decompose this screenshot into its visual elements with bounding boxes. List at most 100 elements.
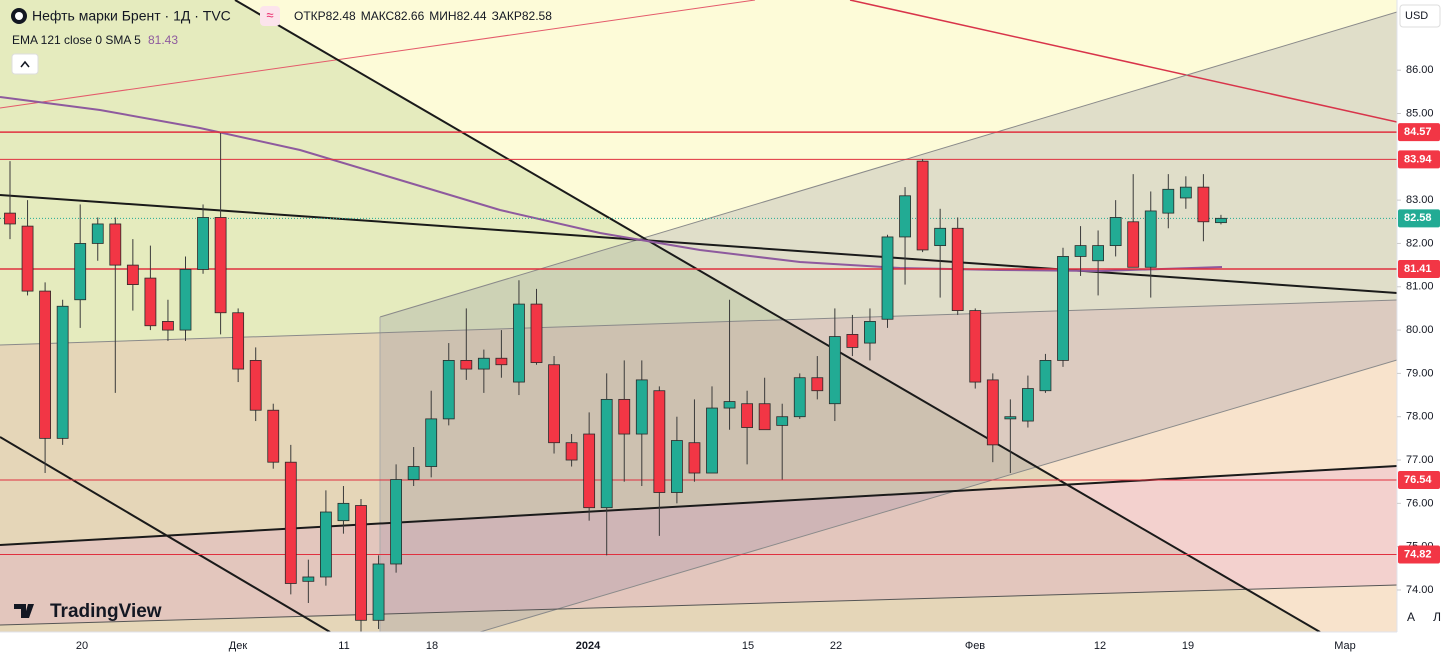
candle-body [916,160,929,251]
candle-body [91,223,104,244]
candle-body [407,466,420,480]
candle-body [1144,210,1157,268]
candle-body [583,433,596,509]
candle-body [530,303,543,363]
candle-body [109,223,122,266]
candle-body [144,277,157,327]
ema-line [0,96,1223,273]
candle-body [548,364,560,444]
candle-body [4,212,16,225]
candle-body [864,321,876,344]
y-tick-label: 82.00 [1406,237,1434,249]
candle-body [741,403,753,428]
trendline [0,194,1397,294]
level-label-box [1398,150,1440,169]
candle-body [776,416,789,426]
candle-body [1057,256,1069,361]
ohlc-value: 82.66 [394,9,424,23]
trendline [379,11,1397,318]
candle-body [232,312,245,370]
y-tick-label: 76.00 [1406,497,1434,509]
trendline [0,465,1397,546]
candle-body [951,227,964,311]
collapse-button[interactable] [11,53,39,75]
candle-body [214,217,227,314]
symbol-icon [15,12,23,20]
candle-body [249,360,262,411]
collapse-icon [20,60,30,68]
candle-body [934,227,947,247]
candle-body [460,360,473,370]
log-button[interactable]: Л [1433,610,1441,624]
candle-body [1162,188,1175,214]
x-tick-label: 18 [426,640,438,652]
trendline [234,0,1321,632]
level-label: 76.54 [1404,474,1432,486]
candle-body [39,290,51,439]
ohlc-label: МИН [429,9,456,23]
x-tick-label: 12 [1094,640,1106,652]
x-tick-label: 11 [338,640,349,652]
y-tick-label: 78.00 [1406,411,1434,423]
level-label-box [1398,470,1440,489]
trendline [479,359,1397,632]
candles [0,131,1397,632]
candle-body [618,398,631,435]
currency: USD [1405,10,1428,22]
auto-button[interactable]: A [1407,610,1415,624]
candle-body [881,236,894,320]
candle-body [21,225,34,292]
candle-body [793,377,806,418]
candle-body [425,418,438,467]
indicator-value: 81.43 [148,33,178,47]
candle-body [828,336,841,405]
candle-body [284,461,297,584]
candle-body [758,403,771,431]
candle-body [56,305,69,439]
y-tick-label: 85.00 [1406,107,1434,119]
y-tick-label: 79.00 [1406,367,1434,379]
candle-body [899,195,911,238]
candle-body [1074,245,1087,257]
x-tick-label: 22 [830,640,842,652]
candle-body [653,390,666,493]
candle-body [1179,186,1192,199]
level-label: 83.94 [1404,153,1432,165]
trendline [0,584,1397,626]
level-label: 84.57 [1404,126,1432,138]
ohlc-value: 82.48 [326,9,356,23]
candle-body [267,409,280,463]
x-tick-label: 15 [742,640,754,652]
candle-body [513,303,525,383]
level-label-box [1398,545,1440,564]
candle-body [302,576,315,582]
x-tick-label: 19 [1182,640,1194,652]
badge[interactable] [260,6,280,26]
ohlc-value: 82.58 [522,9,552,23]
x-tick-label: 2024 [576,640,601,652]
zone [0,466,1397,625]
y-tick-label: 74.00 [1406,584,1434,596]
ohlc-label: ОТКР [294,9,326,23]
candle-body [162,321,174,331]
level-label-box [1398,260,1440,279]
candle-body [986,379,999,446]
candle-body [477,357,490,370]
ohlc-value: 82.44 [457,9,487,23]
candle-body [671,440,683,493]
candle-body [706,407,718,474]
currency-button[interactable] [1399,4,1441,28]
candle-body [355,505,367,621]
ohlc-label: МАКС [361,9,395,23]
level-label: 74.82 [1404,548,1432,560]
candle-body [688,442,701,474]
candle-body [197,217,209,270]
candle-body [126,264,139,285]
candle-body [74,243,87,301]
ohlc-label: ЗАКР [492,9,522,23]
axes: 86.00 85.00 83.00 82.00 81.00 80.00 79.00 78.00… [76,64,1440,652]
indicator-name: EMA 121 close 0 SMA 5 [12,33,141,47]
zone [380,12,1397,632]
level-label: 81.41 [1404,263,1432,275]
level-label-box [1398,123,1440,142]
